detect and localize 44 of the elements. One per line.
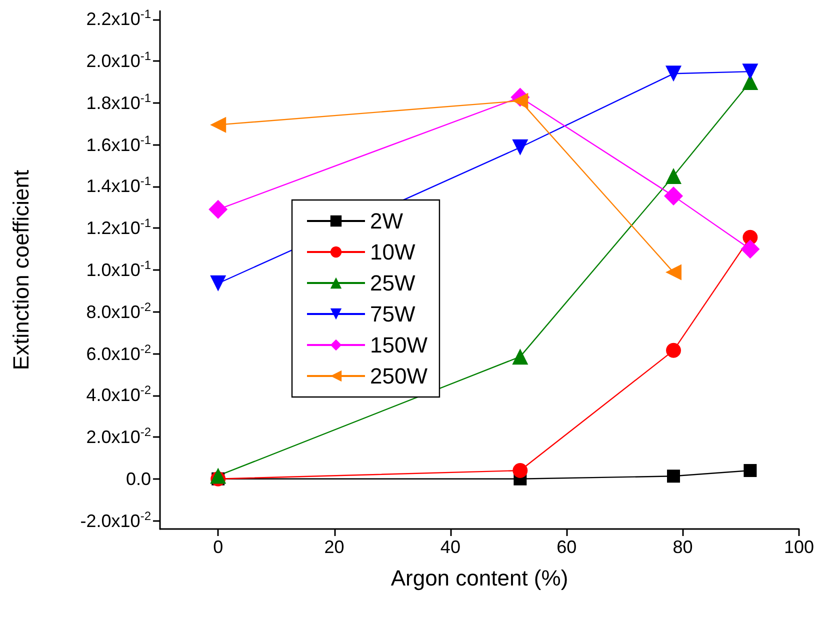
point: [512, 139, 528, 156]
point: [666, 66, 682, 82]
y-tick-label: -2.0x10$^{-2}$: [80, 508, 151, 531]
x-tick-label: 80: [672, 537, 693, 557]
y-tick-label: 2.0x10$^{-1}$: [86, 49, 151, 72]
point: [666, 342, 682, 358]
x-tick-label: 100: [784, 537, 814, 557]
y-tick-label: 1.4x10$^{-1}$: [86, 174, 151, 196]
y-axis-title: Extinction coefficient: [8, 170, 34, 370]
point: [210, 275, 226, 292]
point: [740, 240, 760, 259]
y-tick-label: 2.0x10$^{-2}$: [86, 425, 151, 448]
point: [512, 463, 528, 478]
legend-label: 75W: [370, 302, 416, 326]
x-tick-label: 0: [213, 537, 224, 557]
legend-label: 2W: [370, 208, 404, 234]
point: [667, 470, 680, 483]
point: [512, 348, 528, 365]
point: [210, 468, 226, 484]
point: [664, 186, 684, 206]
legend-label: 150W: [370, 332, 428, 358]
y-tick-label: 1.0x10$^{-1}$: [86, 258, 151, 280]
x-tick-label: 60: [556, 537, 577, 557]
y-tick-label: 1.8x10$^{-1}$: [86, 90, 151, 113]
y-tick-label: 1.2x10$^{-1}$: [86, 216, 151, 238]
x-tick-label: 40: [440, 537, 460, 557]
point: [512, 92, 528, 109]
y-tick-label: 1.6x10$^{-1}$: [86, 132, 151, 155]
point: [744, 464, 757, 478]
point: [208, 200, 228, 219]
point: [742, 64, 758, 80]
x-tick-label: 20: [324, 537, 344, 557]
point: [666, 264, 682, 280]
point: [666, 168, 682, 184]
y-tick-label: 6.0x10$^{-2}$: [86, 342, 151, 364]
point: [210, 116, 226, 133]
y-tick-label: 2.2x10$^{-1}$: [86, 7, 151, 30]
y-tick-label: 0.0: [126, 468, 151, 489]
legend-label: 250W: [370, 364, 428, 388]
legend-label: 10W: [370, 240, 416, 264]
x-axis-title: Argon content (%): [390, 566, 568, 590]
y-tick-label: 4.0x10$^{-2}$: [86, 383, 151, 406]
y-tick-label: 8.0x10$^{-2}$: [86, 300, 151, 322]
legend-label: 25W: [370, 270, 416, 296]
